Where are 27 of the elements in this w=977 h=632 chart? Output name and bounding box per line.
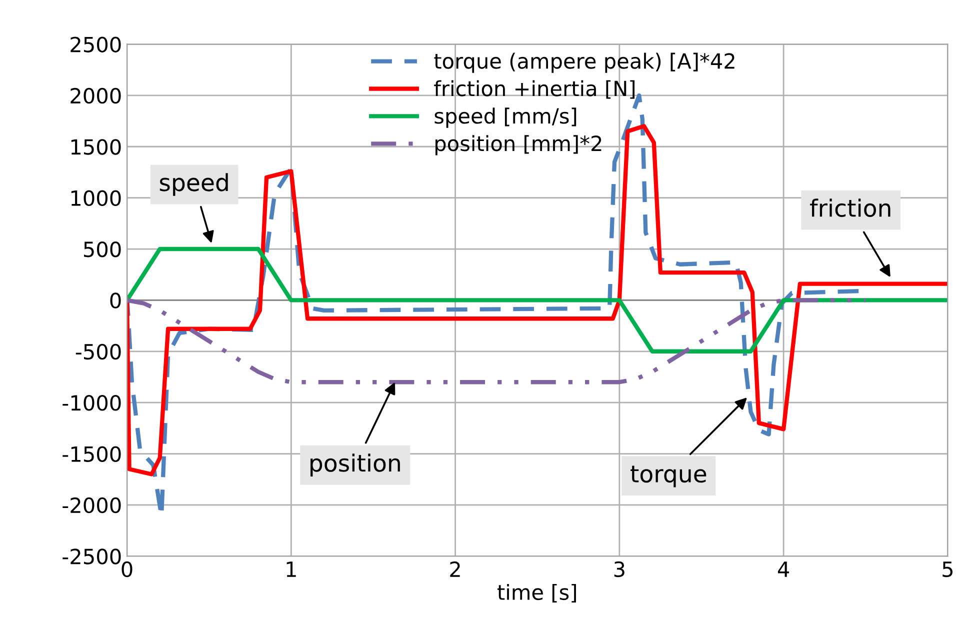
legend-label: speed [mm/s] [434,108,576,128]
x-tick-label: 2 [450,561,460,577]
legend-label: friction +inertia [N] [434,80,635,99]
x-tick-label: 0 [122,561,132,578]
x-tick-label: 3 [614,561,624,578]
y-tick-label: -2500 [62,548,121,564]
x-tick-label: 4 [778,562,790,577]
y-tick-label: 2500 [70,36,121,52]
y-tick-label: 1500 [71,139,121,155]
y-tick-label: 2000 [70,88,121,104]
y-tick-label: 500 [84,241,121,258]
annotation: speed [160,173,228,196]
line-series [127,298,868,384]
y-tick-label: 0 [110,292,121,308]
y-tick-label: -500 [76,344,121,360]
legend-label: position [mm]*2 [436,135,602,156]
x-axis-title: time [s] [498,584,576,603]
x-tick-label: 1 [286,562,296,577]
annotation: torque [630,466,706,488]
y-tick-label: 1000 [71,190,121,206]
annotation: position [310,454,400,476]
annotation: friction [810,198,890,217]
x-tick-label: 5 [942,562,952,578]
y-tick-label: -2000 [62,497,121,514]
y-tick-label: -1500 [62,446,121,462]
y-tick-label: -1000 [62,395,121,411]
legend-label: torque (ampere peak) [A]*42 [434,52,734,73]
